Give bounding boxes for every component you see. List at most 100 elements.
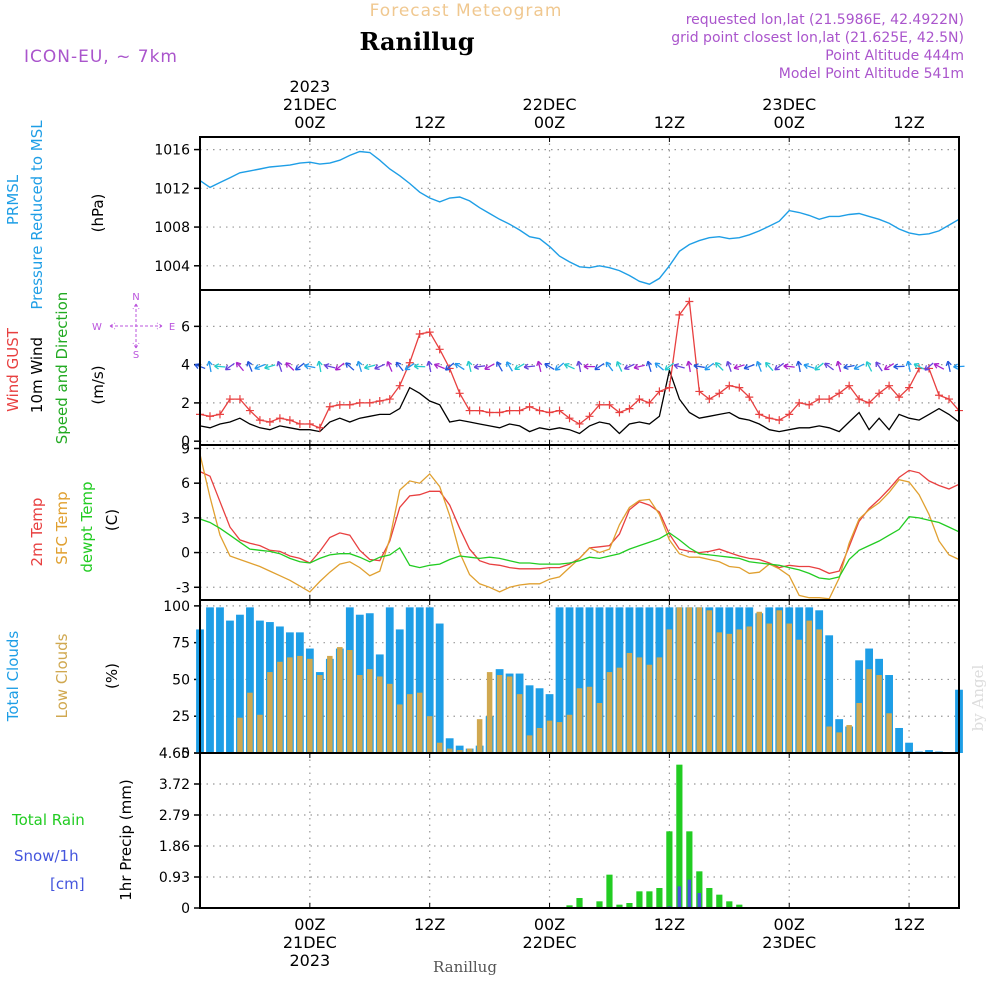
low-cloud-bar (796, 639, 802, 753)
total-cloud-bar (415, 607, 424, 753)
low-cloud-bar (396, 704, 403, 753)
gust-marker (595, 400, 604, 409)
low-cloud-bar (836, 732, 842, 753)
compass-w: W (92, 322, 102, 333)
wind-direction-arrowhead (235, 361, 242, 368)
low-cloud-bar (706, 610, 713, 753)
rain-bar (666, 831, 673, 908)
low-cloud-bar (616, 667, 623, 753)
gust-marker (705, 395, 714, 404)
wind-ytick-label: 0 (181, 434, 190, 450)
pressure-ylabel-1: PRMSL (4, 174, 22, 225)
temperature-ytick-label: 9 (181, 441, 190, 457)
clouds-ytick-label: 25 (172, 709, 190, 725)
wind-direction-arrowhead (324, 363, 330, 370)
wind-direction-arrowhead (194, 363, 200, 369)
total-cloud-bar (905, 742, 913, 753)
wind-direction-arrow (704, 362, 715, 371)
low-cloud-bar (546, 720, 553, 753)
gust-marker (345, 400, 354, 409)
wind-direction-arrowhead (743, 364, 750, 371)
gust-marker (815, 395, 824, 404)
gust-marker (615, 408, 624, 417)
wind-direction-arrowhead (536, 360, 543, 367)
wind-direction-arrow (364, 364, 376, 369)
temp-sfc-line (199, 454, 960, 600)
total-cloud-bar (405, 607, 414, 753)
wind-direction-arrowhead (704, 364, 710, 371)
wind-direction-arrow (647, 361, 652, 373)
wind-direction-arrow (474, 365, 486, 368)
wind-ylabel-gust: Wind GUST (4, 327, 22, 412)
temp-ylabel-dewpt: dewpt Temp (78, 481, 96, 572)
wind-direction-arrowhead (594, 364, 600, 371)
gust-marker (935, 391, 944, 400)
wind-direction-arrow (743, 363, 755, 370)
low-cloud-bar (486, 672, 493, 753)
wind-direction-arrow (208, 361, 212, 373)
low-cloud-bar (596, 702, 603, 753)
wind-direction-arrowhead (264, 364, 270, 370)
wind-direction-arrow (803, 364, 815, 369)
top-hour-label: 00Z (774, 113, 805, 132)
low-cloud-bar (446, 748, 453, 753)
wind-direction-arrow (933, 363, 945, 370)
gust-marker (725, 381, 734, 390)
model-altitude: Model Point Altitude 541m (779, 66, 964, 82)
wind-direction-arrowhead (496, 361, 502, 367)
gust-marker (855, 395, 864, 404)
total-cloud-bar (895, 727, 903, 753)
temperature-ytick-label: -3 (176, 580, 190, 596)
rain-bar (716, 894, 723, 908)
gust-marker (845, 381, 854, 390)
low-cloud-bar (516, 694, 523, 753)
wind-direction-arrowhead (254, 364, 260, 371)
gust-marker (515, 406, 524, 415)
wind-direction-arrow (254, 363, 266, 370)
wind-direction-arrow (605, 361, 614, 372)
wind-direction-arrow (484, 363, 495, 370)
top-hour-label: 12Z (893, 113, 924, 132)
wind-direction-arrow (524, 365, 536, 368)
total-cloud-bar (575, 607, 584, 753)
wind-direction-arrow (733, 364, 745, 369)
low-cloud-bar (506, 676, 513, 753)
low-cloud-bar (406, 694, 413, 753)
wind-direction-arrowhead (434, 363, 440, 369)
wind-direction-arrow (318, 361, 322, 373)
low-cloud-bar (456, 750, 463, 753)
wind-direction-arrowhead (685, 360, 693, 367)
pressure-unit: (hPa) (89, 194, 107, 233)
wind-direction-arrowhead (913, 363, 920, 369)
wind-direction-arrowhead (835, 360, 842, 367)
wind-direction-arrowhead (893, 363, 899, 370)
wind-direction-arrow (345, 362, 355, 371)
wind-ytick-label: 4 (181, 358, 190, 374)
temperature-frame (199, 444, 960, 601)
total-cloud-bar (385, 607, 394, 753)
gust-marker (395, 381, 404, 390)
bottom-hour-label: 12Z (654, 915, 685, 934)
wind-direction-arrow (577, 361, 582, 373)
pressure-ytick-label: 1008 (154, 220, 190, 236)
wind-direction-arrow (756, 361, 762, 372)
wind-ytick-label: 6 (181, 319, 190, 335)
low-cloud-bar (526, 735, 533, 753)
low-cloud-bar (646, 664, 653, 753)
snow-bar (697, 893, 702, 908)
temperature-ytick-label: 0 (181, 546, 190, 562)
gust-marker (755, 410, 764, 419)
total-cloud-bar (565, 607, 574, 753)
total-cloud-bar (445, 738, 454, 753)
gust-marker (895, 393, 904, 402)
gust-marker (435, 345, 444, 354)
product-title: Forecast Meteogram (370, 1, 563, 21)
top-day-label: 21DEC (283, 95, 337, 114)
wind-direction-arrow (537, 361, 542, 373)
wind-direction-arrow (467, 361, 472, 373)
gust-marker (715, 389, 724, 398)
gust-marker (805, 400, 814, 409)
pressure-ytick-label: 1004 (154, 259, 190, 275)
rain-bar (706, 888, 713, 908)
wind-direction-arrowhead (304, 363, 310, 370)
